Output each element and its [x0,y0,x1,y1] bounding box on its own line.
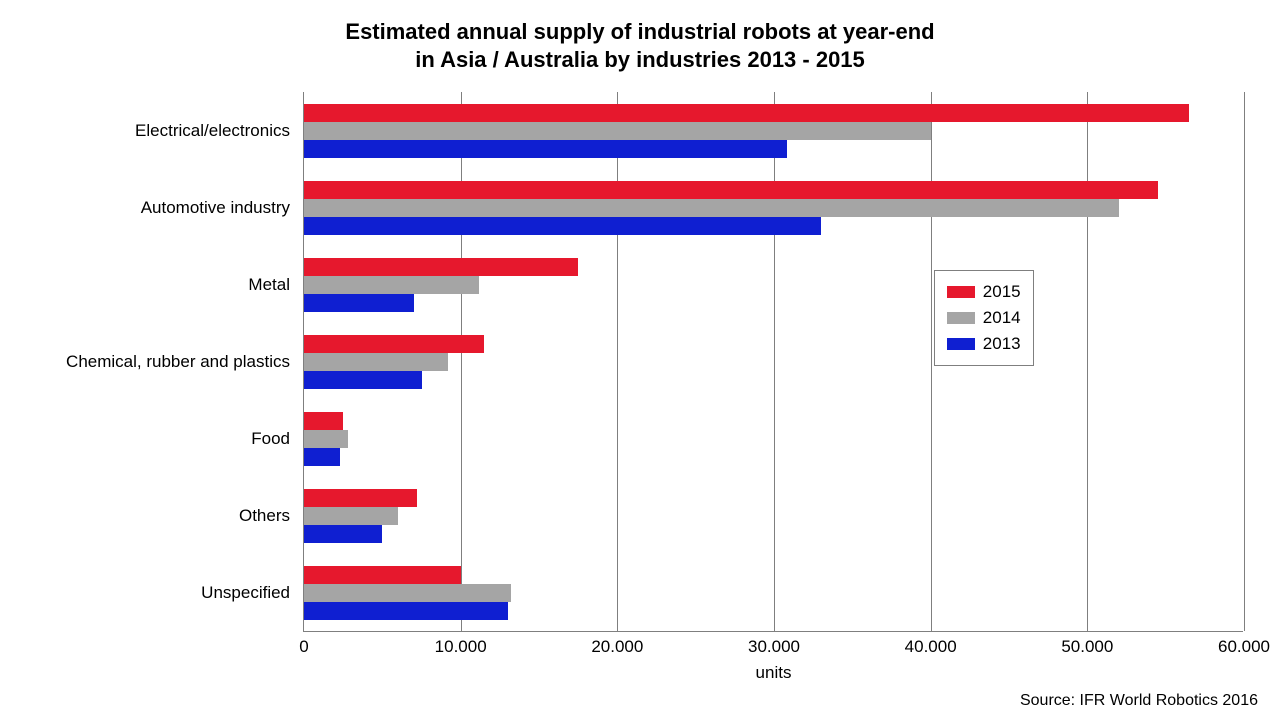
bar [304,217,821,235]
bar [304,430,348,448]
bar [304,584,511,602]
bar [304,489,417,507]
bar [304,294,414,312]
x-tick-label: 30.000 [748,637,800,657]
x-tick-label: 20.000 [591,637,643,657]
legend-item: 2013 [947,331,1021,357]
legend-item: 2014 [947,305,1021,331]
legend-item: 2015 [947,279,1021,305]
plot-area: 010.00020.00030.00040.00050.00060.000uni… [303,92,1243,632]
bar [304,181,1158,199]
gridline [1087,92,1088,631]
chart-title-line2: in Asia / Australia by industries 2013 -… [0,46,1280,74]
plot-inner: 010.00020.00030.00040.00050.00060.000uni… [303,92,1243,632]
bar [304,199,1119,217]
x-tick-label: 60.000 [1218,637,1270,657]
category-label: Automotive industry [141,198,304,218]
category-label: Electrical/electronics [135,121,304,141]
category-label: Chemical, rubber and plastics [66,352,304,372]
bar [304,525,382,543]
gridline [617,92,618,631]
bar [304,507,398,525]
gridline [774,92,775,631]
bar [304,140,787,158]
bar [304,258,578,276]
legend-swatch [947,286,975,298]
bar [304,353,448,371]
legend-label: 2015 [983,282,1021,302]
source-citation: Source: IFR World Robotics 2016 [1020,692,1258,710]
bar [304,104,1189,122]
category-label: Metal [248,275,304,295]
bar [304,448,340,466]
legend-swatch [947,312,975,324]
category-label: Others [239,506,304,526]
bar [304,122,931,140]
gridline [931,92,932,631]
bar [304,412,343,430]
x-tick-label: 50.000 [1061,637,1113,657]
bar [304,276,479,294]
legend-swatch [947,338,975,350]
x-tick-label: 10.000 [435,637,487,657]
gridline [461,92,462,631]
x-axis-title: units [756,663,792,683]
chart-title: Estimated annual supply of industrial ro… [0,0,1280,73]
category-label: Food [251,429,304,449]
legend-label: 2014 [983,308,1021,328]
bar [304,335,484,353]
bar [304,602,508,620]
x-tick-label: 40.000 [905,637,957,657]
chart-title-line1: Estimated annual supply of industrial ro… [0,18,1280,46]
bar [304,566,461,584]
x-tick-label: 0 [299,637,308,657]
legend: 2015 2014 2013 [934,270,1034,366]
legend-label: 2013 [983,334,1021,354]
category-label: Unspecified [201,583,304,603]
bar [304,371,422,389]
gridline [1244,92,1245,631]
